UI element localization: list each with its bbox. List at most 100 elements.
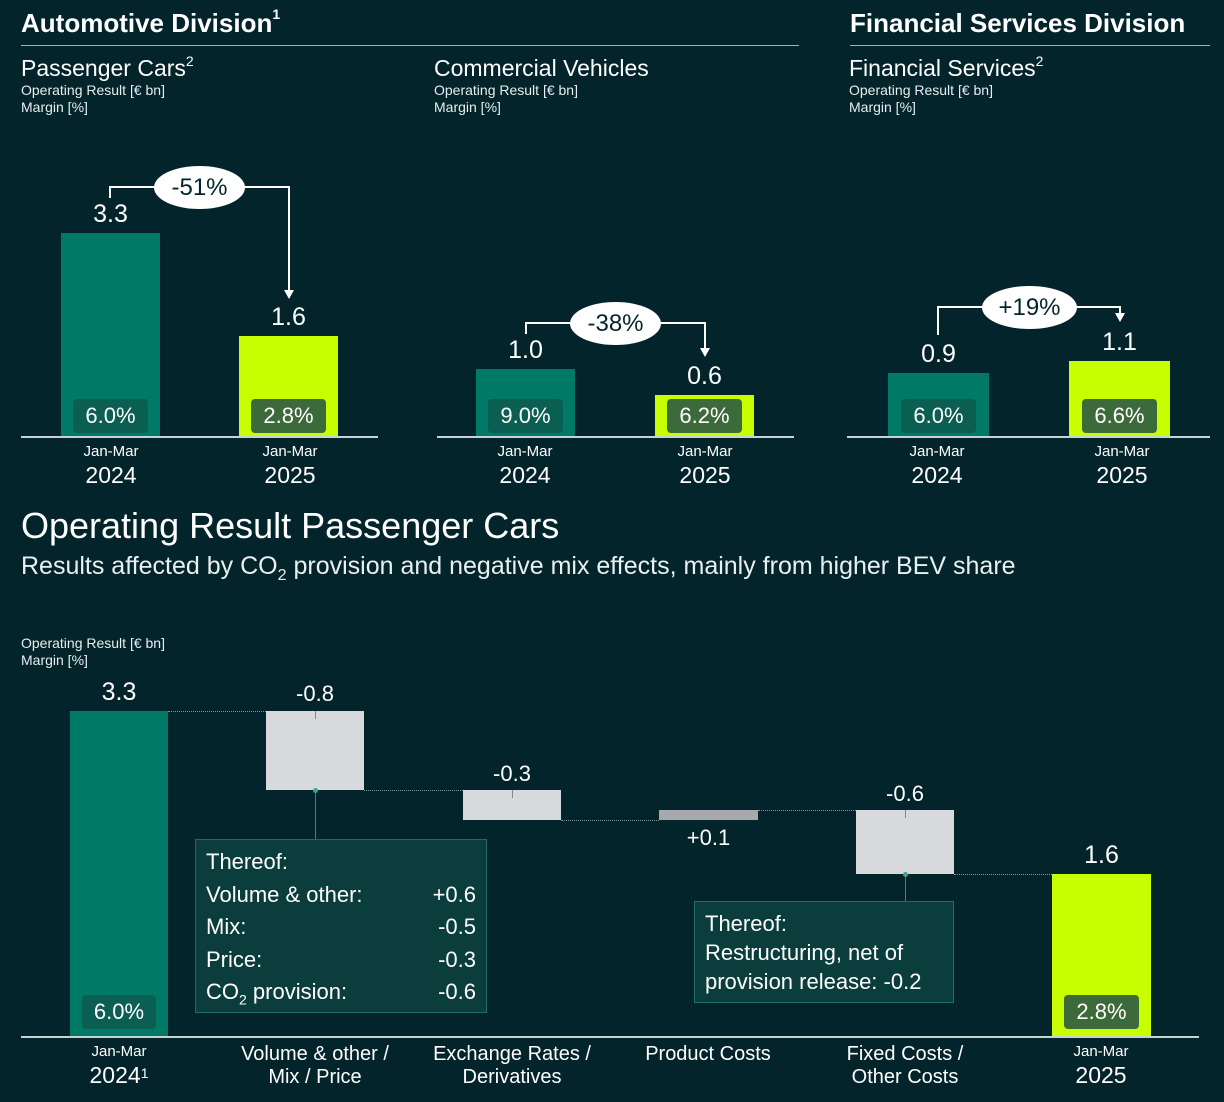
callout-2-leader: [905, 876, 906, 901]
financial-division-title-text: Financial Services Division: [850, 8, 1186, 38]
callout-1-row-value: -0.6: [438, 979, 476, 1004]
wf-xlabel-2025-year: 2025: [1075, 1062, 1127, 1088]
wf-connector-5: [954, 874, 1052, 875]
wf-xlabel-2025: Jan-Mar 2025: [1041, 1043, 1161, 1089]
financial-services-footnote: 2: [1035, 53, 1044, 69]
wf-connector-4: [758, 810, 856, 811]
waterfall-title: Operating Result Passenger Cars: [21, 505, 560, 546]
wf-connector-1: [168, 711, 266, 712]
financial-services-title-text: Financial Services: [849, 55, 1036, 81]
fs-value-2024: 0.9: [921, 340, 956, 368]
pc-xlabel-2025-period: Jan-Mar: [262, 443, 318, 460]
fs-xlabel-2024-period: Jan-Mar: [909, 443, 965, 460]
wf-xlabel-2024-footnote: 1: [140, 1065, 149, 1081]
passenger-cars-panel: Passenger Cars2 Operating Result [€ bn] …: [21, 53, 194, 116]
passenger-cars-ylabel: Operating Result [€ bn]: [21, 82, 165, 98]
wf-tick-2: [512, 790, 513, 798]
cv-value-2024: 1.0: [508, 336, 543, 364]
cv-margin-2025: 6.2%: [667, 399, 742, 433]
callout-1-dot: [313, 788, 318, 793]
cv-arrow-icon: [700, 348, 710, 357]
automotive-division-title-text: Automotive Division: [21, 8, 273, 38]
passenger-cars-title: Passenger Cars2: [21, 53, 194, 82]
waterfall-ylabel: Operating Result [€ bn]: [21, 635, 165, 651]
waterfall-axis-labels: Operating Result [€ bn] Margin [%]: [21, 635, 165, 669]
wf-value-fixed-costs: -0.6: [886, 781, 924, 806]
callout-volume-mix-price: Thereof: Volume & other: +0.6 Mix: -0.5 …: [195, 839, 487, 1013]
fs-margin-2025: 6.6%: [1082, 399, 1157, 433]
wf-tick-4: [905, 810, 906, 818]
pc-xlabel-2025-year: 2025: [264, 462, 316, 488]
fs-xlabel-2025-period: Jan-Mar: [1094, 443, 1150, 460]
automotive-division-footnote: 1: [272, 6, 281, 22]
automotive-division-title: Automotive Division1: [21, 6, 281, 39]
callout-1-co2-pre: CO: [206, 979, 239, 1004]
wf-value-exchange-rates: -0.3: [493, 761, 531, 786]
passenger-cars-footnote: 2: [185, 53, 194, 69]
pc-margin-2025: 2.8%: [251, 399, 326, 433]
passenger-cars-y2label: Margin [%]: [21, 99, 88, 115]
callout-1-heading: Thereof:: [206, 849, 288, 874]
callout-1-row-value: +0.6: [432, 881, 476, 907]
callout-1-row: CO2 provision: -0.6: [206, 976, 476, 1016]
cv-connector-up: [525, 322, 527, 334]
cv-xlabel-2025-period: Jan-Mar: [677, 443, 733, 460]
callout-1-leader: [315, 791, 316, 839]
pc-xlabel-2024-year: 2024: [85, 462, 137, 488]
callout-1-row-value: -0.3: [438, 946, 476, 972]
cv-xlabel-2024-year: 2024: [499, 462, 551, 488]
waterfall-subtitle: Results affected by CO2 provision and ne…: [21, 552, 1016, 585]
callout-1-row-value: -0.5: [438, 914, 476, 939]
wf-xlabel-product-costs: Product Costs: [645, 1043, 771, 1065]
commercial-vehicles-title: Commercial Vehicles: [434, 55, 649, 81]
callout-1-row-label: Price:: [206, 946, 263, 972]
callout-2-line: Restructuring, net of: [705, 940, 904, 965]
callout-1-co2-sub: 2: [239, 991, 247, 1008]
cv-xlabel-2025-year: 2025: [679, 462, 731, 488]
wf-axis: [21, 1036, 1199, 1038]
pc-axis: [21, 436, 378, 438]
financial-division-rule: [850, 45, 1210, 46]
wf-tick-1: [315, 711, 316, 719]
wf-xlabel-2025-period: Jan-Mar: [1073, 1043, 1129, 1060]
fs-connector-up: [937, 306, 939, 335]
cv-xlabel-2024-period: Jan-Mar: [497, 443, 553, 460]
pc-value-2025: 1.6: [271, 303, 306, 331]
callout-1-row: Mix: -0.5: [206, 911, 476, 944]
callout-1-row: Price: -0.3: [206, 944, 476, 977]
wf-bar-fixed-costs: [856, 810, 954, 874]
wf-value-product-costs: +0.1: [686, 825, 731, 850]
fs-change-badge: +19%: [982, 286, 1077, 329]
waterfall-y2label: Margin [%]: [21, 652, 88, 668]
callout-2-dot: [903, 872, 908, 877]
cv-change-badge: -38%: [570, 302, 661, 345]
pc-change-badge: -51%: [154, 166, 245, 209]
wf-value-2025: 1.6: [1084, 841, 1119, 869]
cv-margin-2024: 9.0%: [488, 399, 563, 433]
financial-services-ylabel: Operating Result [€ bn]: [849, 82, 993, 98]
pc-xlabel-2024: Jan-Mar 2024: [51, 443, 171, 489]
wf-xlabel-2024-year: 2024: [89, 1062, 141, 1088]
commercial-vehicles-y2label: Margin [%]: [434, 99, 501, 115]
wf-bar-2024: [70, 711, 168, 1037]
cv-connector-down: [704, 322, 706, 348]
fs-margin-2024: 6.0%: [901, 399, 976, 433]
cv-axis: [437, 436, 794, 438]
callout-1-row: Volume & other: +0.6: [206, 879, 476, 912]
wf-margin-2025: 2.8%: [1064, 995, 1139, 1029]
fs-arrow-icon: [1115, 313, 1125, 322]
callout-1-co2-post: provision:: [246, 979, 348, 1004]
pc-xlabel-2024-period: Jan-Mar: [83, 443, 139, 460]
waterfall-subtitle-sub: 2: [277, 567, 287, 584]
wf-xlabel-2024-period: Jan-Mar: [91, 1043, 147, 1060]
commercial-vehicles-ylabel: Operating Result [€ bn]: [434, 82, 578, 98]
financial-division-title: Financial Services Division: [850, 8, 1185, 39]
callout-2-line: provision release: -0.2: [705, 969, 922, 994]
wf-xlabel-exchange-rates: Exchange Rates / Derivatives: [433, 1043, 591, 1088]
wf-bar-product-costs: [659, 810, 758, 820]
wf-value-2024: 3.3: [101, 678, 137, 706]
automotive-division-rule: [21, 45, 799, 46]
wf-bar-volume-mix-price: [266, 711, 364, 790]
fs-value-2025: 1.1: [1102, 328, 1137, 356]
callout-1-row-label-co2: CO2 provision:: [206, 976, 347, 1016]
